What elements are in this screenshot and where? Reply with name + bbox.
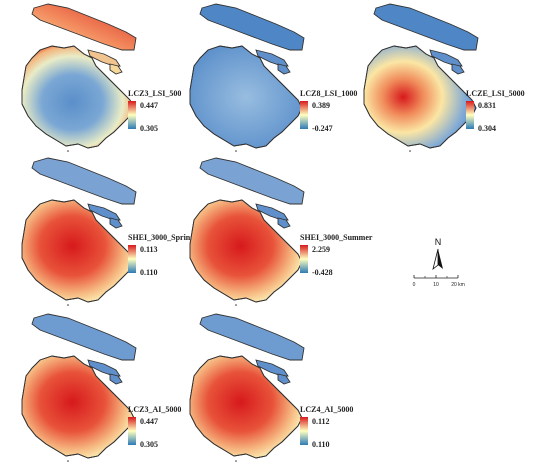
legend-title: LCZE_LSI_5000 xyxy=(466,89,525,98)
legend-title: LCZ4_AI_5000 xyxy=(300,405,353,414)
map-panels: LCZ3_LSI_500 0.447 0.305 LCZ8_LSI_1000 0.389… xyxy=(21,3,525,462)
legend-color-ramp xyxy=(128,245,136,273)
north-arrow: N xyxy=(432,237,443,271)
legend-lcz3-lsi-500: LCZ3_LSI_500 0.447 0.305 xyxy=(128,89,181,133)
legend-lcz8-lsi-1000: LCZ8_LSI_1000 0.389 -0.247 xyxy=(300,89,357,133)
legend-title: LCZ8_LSI_1000 xyxy=(300,89,357,98)
legend-max: 0.112 xyxy=(312,417,330,426)
north-label: N xyxy=(435,237,442,247)
legend-max: 0.389 xyxy=(312,101,330,110)
legend-title: LCZ3_AI_5000 xyxy=(128,405,181,414)
legend-shei-3000-summer: SHEI_3000_Summer 2.259 -0.428 xyxy=(300,233,373,277)
map-panel-lcz3-ai-5000 xyxy=(21,313,137,462)
legend-color-ramp xyxy=(300,245,308,273)
map-panel-shei-3000-spring xyxy=(21,157,137,306)
scale-label-0: 0 xyxy=(413,282,416,288)
legend-min: 0.110 xyxy=(312,440,330,449)
legend-lcz4-ai-5000: LCZ4_AI_5000 0.112 0.110 xyxy=(300,405,353,449)
legend-max: 2.259 xyxy=(312,245,330,254)
legend-min: 0.305 xyxy=(140,124,158,133)
legend-min: -0.428 xyxy=(312,268,333,277)
map-panel-lcze-lsi-5000 xyxy=(363,3,479,152)
legend-min: -0.247 xyxy=(312,124,333,133)
legend-title: SHEI_3000_Summer xyxy=(300,233,373,242)
legend-color-ramp xyxy=(128,417,136,445)
legend-max: 0.447 xyxy=(140,101,158,110)
map-panel-shei-3000-summer xyxy=(189,157,305,306)
map-panel-lcz8-lsi-1000 xyxy=(189,3,305,152)
legend-min: 0.304 xyxy=(478,124,496,133)
scale-bar: 0 10 20 km xyxy=(413,275,465,288)
north-arrow-icon xyxy=(432,248,443,271)
scale-label-10: 10 xyxy=(433,282,439,288)
legend-lcz3-ai-5000: LCZ3_AI_5000 0.447 0.305 xyxy=(128,405,181,449)
legend-max: 0.447 xyxy=(140,417,158,426)
legend-color-ramp xyxy=(128,101,136,129)
legend-min: 0.305 xyxy=(140,440,158,449)
legend-color-ramp xyxy=(466,101,474,129)
legend-color-ramp xyxy=(300,417,308,445)
legend-max: 0.831 xyxy=(478,101,496,110)
legend-color-ramp xyxy=(300,101,308,129)
legend-title: SHEI_3000_Spring xyxy=(128,233,194,242)
legend-max: 0.113 xyxy=(140,245,158,254)
legend-shei-3000-spring: SHEI_3000_Spring 0.113 0.110 xyxy=(128,233,194,277)
map-panel-lcz4-ai-5000 xyxy=(189,313,305,462)
map-panel-lcz3-lsi-500 xyxy=(21,3,137,152)
legend-lcze-lsi-5000: LCZE_LSI_5000 0.831 0.304 xyxy=(466,89,525,133)
scale-label-20: 20 km xyxy=(451,282,465,288)
legend-min: 0.110 xyxy=(140,268,158,277)
legend-title: LCZ3_LSI_500 xyxy=(128,89,181,98)
